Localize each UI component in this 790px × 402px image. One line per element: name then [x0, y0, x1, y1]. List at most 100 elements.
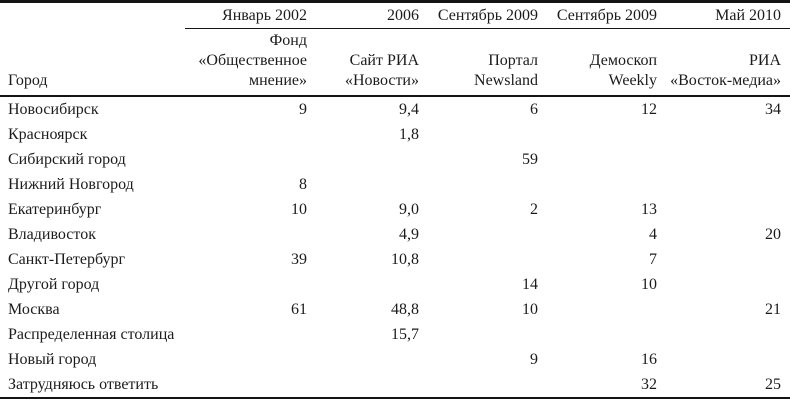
table-row: Екатеринбург 10 9,0 2 13: [0, 197, 790, 222]
value-cell: 9: [299, 101, 307, 118]
value-cell: 4: [649, 226, 657, 243]
value-cell: [541, 122, 660, 147]
value-cell: 34: [765, 101, 781, 118]
value-cell: 48,8: [391, 301, 419, 318]
value-cell: 6: [530, 101, 538, 118]
value-cell: [422, 172, 541, 197]
table-body: Новосибирск 9 9,4 6 12 34 Красноярск 1,8 Сибирск…: [0, 96, 790, 398]
city-header-label: Город: [8, 72, 48, 89]
table-row: Затрудняюсь ответить 32 25: [0, 372, 790, 398]
city-cell: Екатеринбург: [8, 201, 102, 218]
value-cell: [422, 122, 541, 147]
value-cell: [660, 197, 790, 222]
period-corner-cell: [0, 2, 185, 29]
value-cell: [310, 147, 422, 172]
period-cell: Сентябрь 2009: [541, 1, 660, 29]
value-cell: [541, 147, 660, 172]
table-row: Красноярск 1,8: [0, 122, 790, 147]
table-row: Санкт-Петербург 39 10,8 7: [0, 247, 790, 272]
table-header: Январь 2002 2006 Сентябрь 2009 Сентябрь …: [0, 1, 790, 97]
table-row: Новый город 9 16: [0, 347, 790, 372]
value-cell: 9,4: [399, 101, 419, 118]
period-header-row: Январь 2002 2006 Сентябрь 2009 Сентябрь …: [0, 1, 790, 29]
city-cell: Новый город: [8, 351, 97, 368]
source-line: «Восток-медиа»: [670, 72, 781, 89]
source-line: РИА: [748, 52, 781, 69]
value-cell: [660, 272, 790, 297]
value-cell: [310, 372, 422, 398]
value-cell: 16: [641, 351, 657, 368]
value-cell: [185, 122, 310, 147]
city-cell: Москва: [8, 301, 60, 318]
value-cell: 9,0: [399, 201, 419, 218]
value-cell: [660, 172, 790, 197]
table-row: Москва 61 48,8 10 21: [0, 297, 790, 322]
value-cell: [541, 322, 660, 347]
value-cell: 10: [522, 301, 538, 318]
value-cell: 13: [641, 201, 657, 218]
value-cell: 39: [291, 251, 307, 268]
period-cell: 2006: [310, 1, 422, 29]
value-cell: 8: [299, 176, 307, 193]
value-cell: [660, 347, 790, 372]
value-cell: [185, 147, 310, 172]
value-cell: 2: [530, 201, 538, 218]
value-cell: [422, 222, 541, 247]
value-cell: [422, 322, 541, 347]
value-cell: 10: [641, 276, 657, 293]
table-row: Сибирский город 59: [0, 147, 790, 172]
source-line: мнение»: [248, 72, 307, 89]
value-cell: [660, 122, 790, 147]
value-cell: [185, 222, 310, 247]
source-line: Демоскоп: [589, 52, 657, 69]
source-line: «Общественное: [198, 52, 307, 69]
value-cell: 1,8: [399, 126, 419, 143]
city-cell: Распределенная столица: [8, 326, 175, 343]
value-cell: 21: [765, 301, 781, 318]
value-cell: 4,9: [399, 226, 419, 243]
period-cell: Сентябрь 2009: [422, 1, 541, 29]
table-row: Нижний Новгород 8: [0, 172, 790, 197]
source-cell: Сайт РИА «Новости»: [310, 28, 422, 97]
city-cell: Другой город: [8, 276, 100, 293]
value-cell: 59: [522, 151, 538, 168]
source-line: Сайт РИА: [349, 52, 419, 69]
value-cell: 10,8: [391, 251, 419, 268]
period-cell: Январь 2002: [185, 1, 310, 29]
source-header-row: Город Фонд «Общественное мнение» Сайт РИ…: [0, 28, 790, 97]
source-line: Weekly: [608, 72, 657, 89]
value-cell: 15,7: [391, 326, 419, 343]
source-cell: Фонд «Общественное мнение»: [185, 28, 310, 97]
value-cell: 20: [765, 226, 781, 243]
source-cell: Портал Newsland: [422, 28, 541, 97]
value-cell: 7: [649, 251, 657, 268]
value-cell: [185, 322, 310, 347]
value-cell: 9: [530, 351, 538, 368]
value-cell: [310, 172, 422, 197]
value-cell: [660, 247, 790, 272]
value-cell: [185, 347, 310, 372]
city-header-cell: Город: [0, 28, 185, 97]
value-cell: 61: [291, 301, 307, 318]
value-cell: 14: [522, 276, 538, 293]
value-cell: 12: [641, 101, 657, 118]
source-line: Newsland: [474, 72, 538, 89]
table-row: Другой город 14 10: [0, 272, 790, 297]
value-cell: [185, 372, 310, 398]
value-cell: 10: [291, 201, 307, 218]
value-cell: [422, 372, 541, 398]
value-cell: 25: [765, 376, 781, 393]
value-cell: [185, 272, 310, 297]
value-cell: [310, 347, 422, 372]
value-cell: [660, 322, 790, 347]
city-cell: Сибирский город: [8, 151, 126, 168]
table-row: Распределенная столица 15,7: [0, 322, 790, 347]
value-cell: [422, 247, 541, 272]
value-cell: [310, 272, 422, 297]
source-line: «Новости»: [344, 72, 419, 89]
value-cell: 32: [641, 376, 657, 393]
city-cell: Затрудняюсь ответить: [8, 376, 159, 393]
period-cell: Май 2010: [660, 1, 790, 29]
value-cell: [660, 147, 790, 172]
